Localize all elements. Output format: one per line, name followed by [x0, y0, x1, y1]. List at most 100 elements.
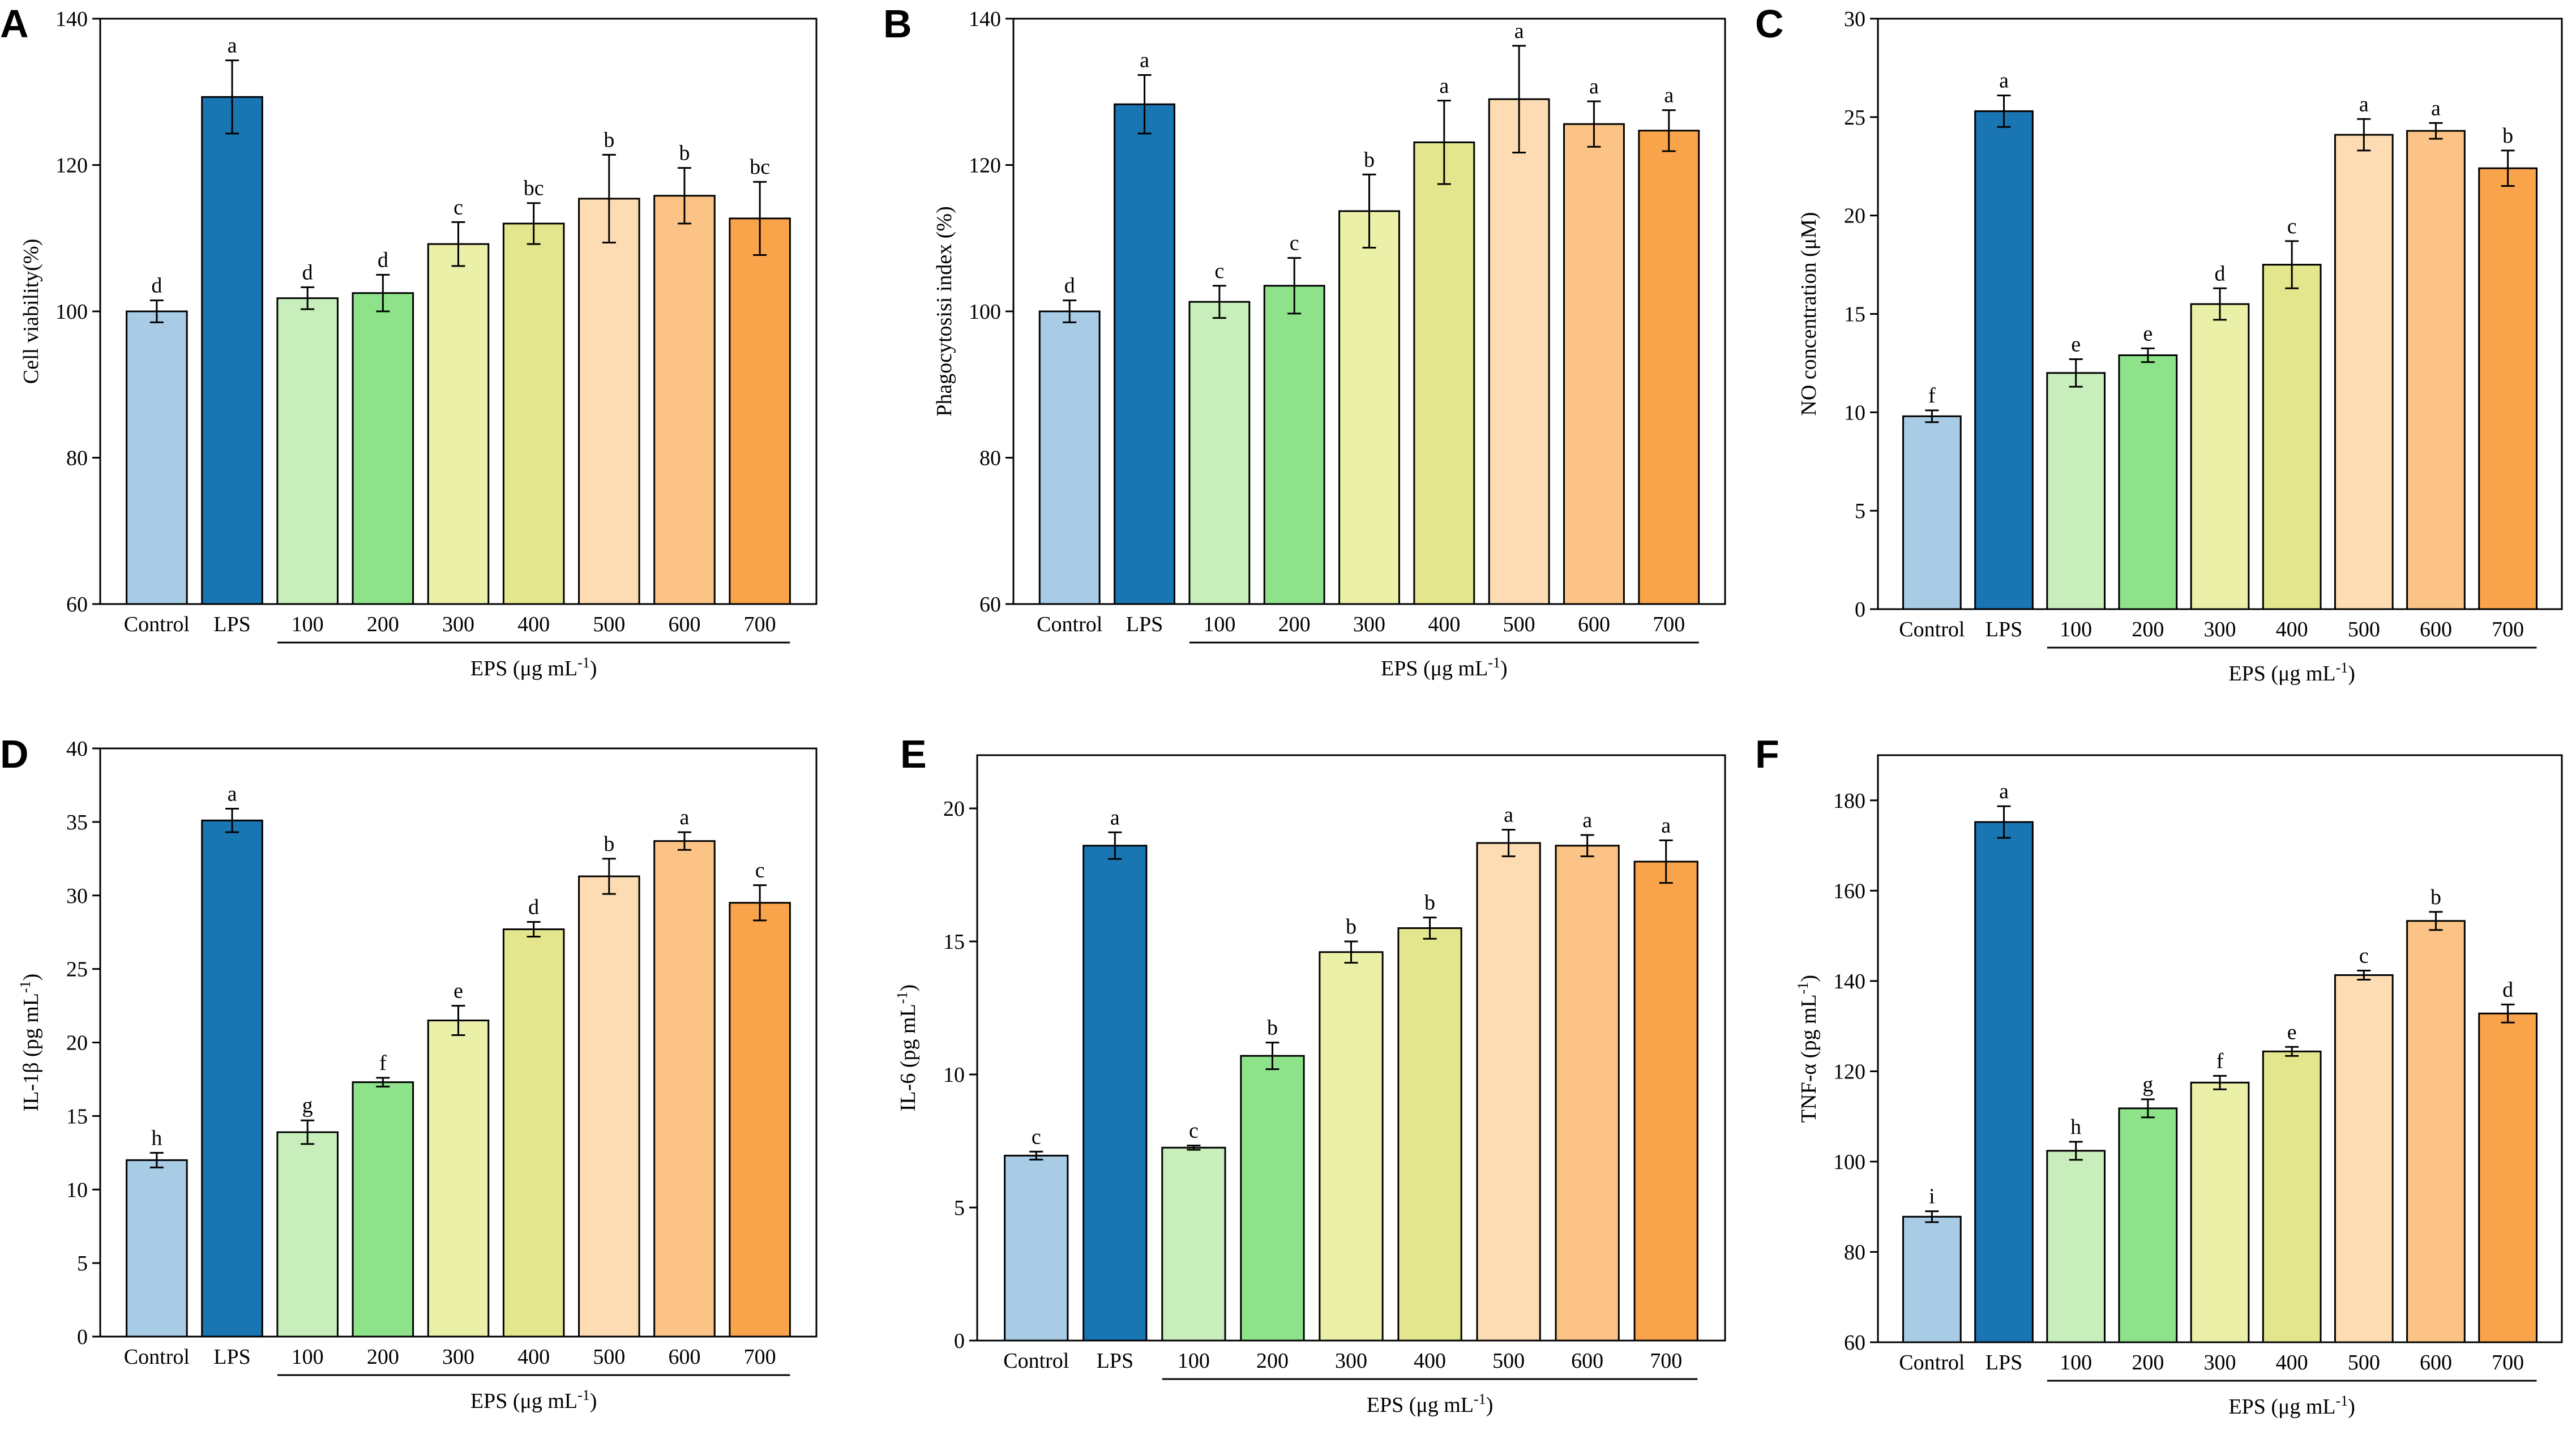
bar-500 — [2334, 134, 2394, 610]
bar-100 — [1188, 301, 1251, 605]
x-tick-label: LPS — [1126, 613, 1163, 636]
x-tick-label: Control — [124, 613, 190, 636]
x-tick-label: 200 — [1256, 1349, 1289, 1373]
bar-500 — [1488, 98, 1550, 605]
x-tick-label: 200 — [1278, 613, 1311, 636]
significance-letter: d — [151, 274, 162, 298]
y-tick-label: 15 — [1844, 303, 1865, 327]
bar-control — [1038, 310, 1101, 605]
y-axis-label-text: ) — [19, 974, 43, 981]
bar-200 — [352, 292, 414, 605]
y-axis-label: IL-1β (pg mL-1) — [17, 974, 43, 1112]
significance-letter: f — [379, 1051, 387, 1075]
significance-letter: a — [1664, 84, 1674, 108]
bar-200 — [2118, 354, 2178, 610]
bar-700 — [1638, 130, 1700, 605]
significance-letter: i — [1929, 1185, 1935, 1209]
y-axis-label-text: IL-1β (pg mL — [19, 993, 43, 1111]
panel-a: A 60 80 100 120 140 Cell viability(%) d Control a… — [0, 2, 818, 680]
significance-letter: f — [2216, 1049, 2224, 1073]
bar-lps — [1114, 103, 1175, 605]
y-tick-label: 5 — [77, 1252, 88, 1275]
eps-label-text: EPS (μg mL — [2228, 1395, 2335, 1419]
eps-label-text: ) — [2348, 662, 2355, 686]
significance-letter: c — [2359, 944, 2369, 967]
y-tick-label: 140 — [969, 7, 1001, 31]
significance-letter: e — [2143, 322, 2153, 345]
bar-400 — [502, 222, 565, 605]
x-tick-label: 600 — [668, 1345, 700, 1369]
bar-500 — [578, 875, 640, 1338]
bar-400 — [2262, 1050, 2322, 1343]
eps-label-text: ) — [1500, 657, 1508, 680]
bar-600 — [653, 195, 716, 605]
bar-300 — [427, 243, 490, 605]
y-tick-label: 10 — [943, 1063, 965, 1087]
bar-300 — [1338, 210, 1400, 605]
bar-500 — [578, 198, 640, 605]
x-tick-label: LPS — [1986, 618, 2022, 641]
y-axis-label-text: IL-6 (pg mL — [896, 1004, 920, 1111]
significance-letter: a — [1999, 69, 2009, 93]
eps-label-sup: -1 — [1488, 654, 1500, 671]
x-tick-label: 300 — [2204, 618, 2236, 641]
bar-600 — [653, 840, 716, 1338]
x-tick-label: 300 — [442, 1345, 474, 1369]
eps-label-sup: -1 — [1474, 1391, 1486, 1407]
significance-letter: g — [2142, 1073, 2153, 1097]
y-tick-label: 15 — [943, 930, 965, 954]
significance-letter: e — [2287, 1020, 2297, 1044]
significance-letter: a — [228, 34, 237, 58]
x-tick-label: 100 — [1203, 613, 1235, 636]
bar-400 — [1397, 927, 1462, 1342]
y-tick-label: 25 — [1844, 106, 1865, 130]
panel-letter: A — [0, 2, 29, 46]
y-axis-label-text: ) — [896, 984, 920, 992]
bar-300 — [427, 1020, 490, 1338]
eps-group-label: EPS (μg mL-1) — [470, 1387, 597, 1413]
significance-letter: f — [1928, 384, 1936, 408]
x-tick-label: LPS — [1986, 1351, 2022, 1375]
significance-letter: b — [2430, 885, 2441, 909]
y-tick-label: 10 — [66, 1178, 88, 1202]
eps-label-sup: -1 — [577, 1387, 590, 1403]
y-tick-label: 60 — [66, 593, 88, 616]
significance-letter: a — [1514, 19, 1524, 43]
x-tick-label: LPS — [1097, 1349, 1133, 1373]
y-axis-label: Phagocytosisi index (%) — [932, 206, 956, 417]
x-tick-label: 400 — [2276, 1351, 2308, 1375]
y-tick-label: 100 — [969, 300, 1001, 324]
y-tick-label: 120 — [969, 154, 1001, 178]
x-tick-label: 200 — [367, 613, 399, 636]
y-axis-label-sup: -1 — [894, 992, 910, 1004]
y-axis-label: IL-6 (pg mL-1) — [894, 984, 920, 1111]
bar-200 — [1263, 285, 1325, 605]
panel-letter: B — [883, 2, 912, 46]
eps-group-label: EPS (μg mL-1) — [2228, 1393, 2355, 1419]
y-tick-label: 15 — [66, 1104, 88, 1128]
x-tick-label: 500 — [2348, 618, 2380, 641]
y-tick-label: 10 — [1844, 401, 1865, 425]
significance-letter: a — [2359, 92, 2369, 116]
y-tick-label: 20 — [66, 1031, 88, 1055]
panel-letter: C — [1755, 2, 1784, 46]
y-tick-label: 20 — [943, 797, 965, 821]
bar-200 — [2118, 1107, 2178, 1343]
bar-100 — [276, 1131, 339, 1338]
y-tick-label: 25 — [66, 958, 88, 982]
significance-letter: b — [2502, 124, 2513, 148]
y-axis-label-text: ) — [1797, 975, 1821, 982]
significance-letter: c — [1032, 1125, 1041, 1149]
x-tick-label: 700 — [2492, 1351, 2524, 1375]
significance-letter: b — [1267, 1016, 1278, 1040]
y-tick-label: 80 — [1844, 1240, 1865, 1264]
y-tick-label: 40 — [66, 737, 88, 761]
bar-700 — [729, 902, 791, 1338]
bar-400 — [502, 928, 565, 1338]
y-axis-label: TNF-α (pg mL-1) — [1795, 975, 1821, 1123]
x-tick-label: 700 — [744, 1345, 776, 1369]
x-tick-label: 500 — [593, 613, 625, 636]
x-tick-label: 100 — [2060, 618, 2092, 641]
significance-letter: d — [1064, 274, 1075, 298]
